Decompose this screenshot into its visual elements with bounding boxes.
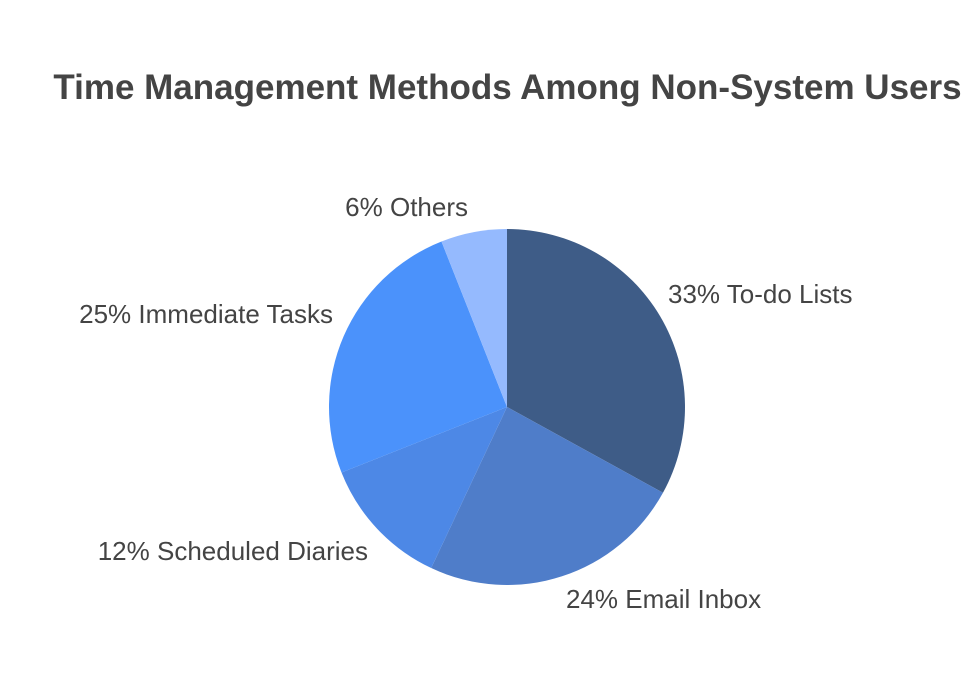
pie-slice-others: [441, 229, 507, 407]
slice-label-to-do-lists: 33% To-do Lists: [668, 279, 853, 309]
pie-slice-to-do-lists: [507, 229, 685, 493]
pie-slice-scheduled-diaries: [341, 407, 507, 569]
slice-label-email-inbox: 24% Email Inbox: [566, 584, 761, 614]
slice-label-immediate-tasks: 25% Immediate Tasks: [79, 299, 333, 329]
slice-label-scheduled-diaries: 12% Scheduled Diaries: [98, 536, 368, 566]
pie-slice-email-inbox: [431, 407, 663, 585]
pie-slice-immediate-tasks: [328, 241, 507, 473]
slice-label-others: 6% Others: [345, 192, 468, 222]
chart-title: Time Management Methods Among Non-System…: [53, 68, 962, 107]
